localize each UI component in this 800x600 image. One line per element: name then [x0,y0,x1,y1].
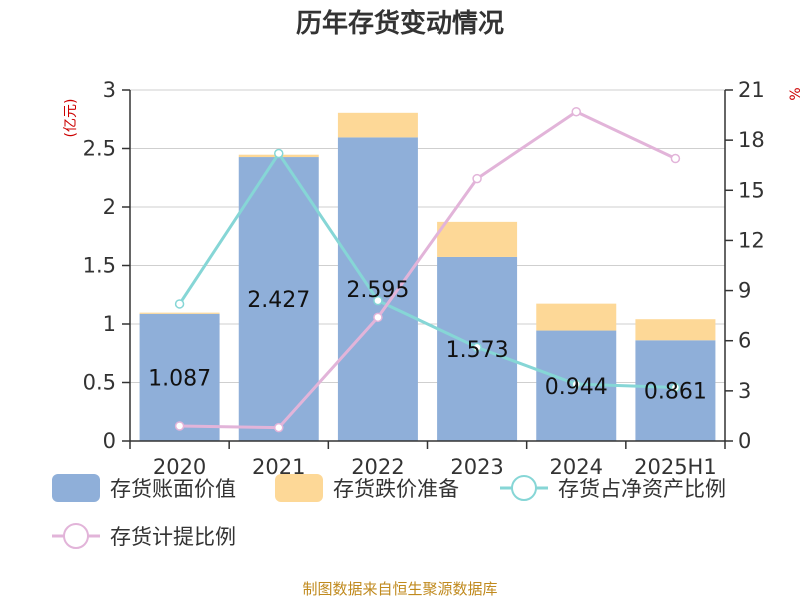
bar-value-label: 0.861 [644,380,707,405]
bar-value-label: 0.944 [545,375,608,400]
line-point [373,312,383,323]
bar-book-value [337,137,418,441]
line-point [670,382,681,393]
line-point [571,379,581,389]
line-point [174,421,185,431]
legend-marker [511,475,537,501]
bar-book-value [139,313,220,441]
right-tick-label: 9 [738,279,751,303]
x-tick-label: 2025H1 [634,455,717,479]
left-tick-label: 2.5 [83,137,116,161]
bar-impairment [139,312,220,314]
line-point [274,422,284,433]
lines [174,106,681,433]
source-text: 制图数据来自恒生聚源数据库 [302,580,497,598]
line-point [472,173,482,184]
right-tick-label: 15 [738,178,765,202]
legend-marker [63,523,89,549]
line-point [670,153,681,164]
series-line [178,150,676,390]
grid [130,89,725,383]
bar-value-label: 2.427 [247,288,310,313]
line-point [373,295,383,306]
line-point [174,299,185,309]
legend-swatch [52,474,100,502]
bar-impairment [437,221,518,257]
bar-value-label: 2.595 [346,278,409,303]
legend-label: 存货跌价准备 [333,477,459,501]
legend-label: 存货账面价值 [110,477,236,501]
bar-value-label: 1.087 [148,366,211,391]
series-line [179,110,677,430]
right-tick-label: 6 [738,329,751,353]
left-tick-label: 1.5 [83,254,116,278]
legend-label: 存货占净资产比例 [558,477,726,501]
line-point [274,148,284,159]
right-tick-label: 12 [738,228,765,252]
left-tick-label: 2 [103,195,116,219]
right-axis-unit: % [788,87,800,100]
right-tick-label: 21 [738,78,765,102]
bar-book-value [238,157,319,441]
bar-impairment [337,112,418,138]
x-tick-label: 2024 [550,455,603,479]
left-axis-unit: (亿元) [63,99,79,138]
left-tick-label: 3 [103,78,116,102]
bar-labels: 1.087 2.427 2.595 1.573 0.944 0.861 [148,278,707,404]
x-tick-label: 2022 [351,455,404,479]
x-tick-label: 2023 [450,455,503,479]
bar-value-label: 1.573 [446,338,509,363]
right-tick-label: 18 [738,128,765,152]
right-tick-label: 0 [738,429,751,453]
line-point [472,342,482,353]
legend-label: 存货计提比例 [110,525,236,549]
x-tick-label: 2020 [153,455,206,479]
chart-title: 历年存货变动情况 [296,8,504,39]
left-tick-label: 0 [103,429,116,453]
bars [139,112,716,441]
left-tick-label: 1 [103,312,116,336]
legend-swatch [275,474,323,502]
line-point [571,106,581,117]
bar-impairment [536,303,617,331]
right-tick-label: 3 [738,379,751,403]
bar-impairment [635,319,716,341]
left-tick-label: 0.5 [83,371,116,395]
